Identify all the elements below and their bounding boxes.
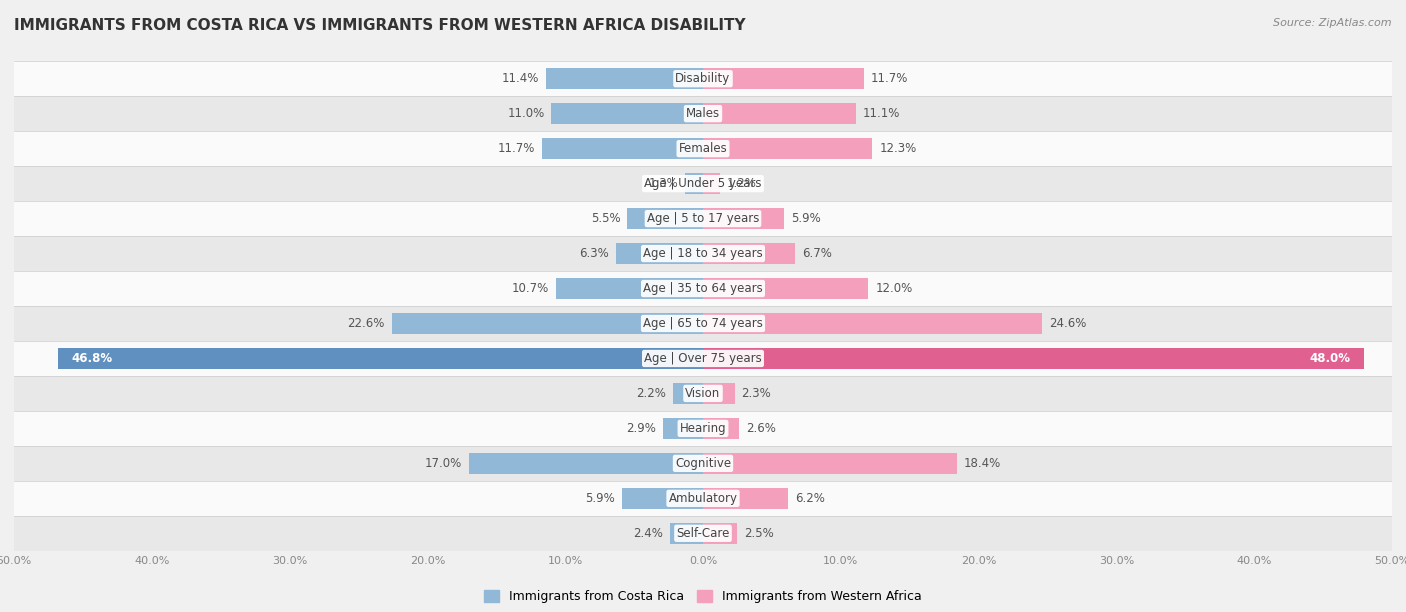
Bar — [703, 173, 720, 194]
Bar — [703, 243, 796, 264]
Text: Vision: Vision — [685, 387, 721, 400]
Bar — [14, 341, 1392, 376]
Text: 12.0%: 12.0% — [875, 282, 912, 295]
Text: 2.2%: 2.2% — [636, 387, 666, 400]
Bar — [14, 96, 1392, 131]
Bar — [551, 103, 703, 124]
Bar — [703, 418, 738, 439]
Text: Age | 18 to 34 years: Age | 18 to 34 years — [643, 247, 763, 260]
Text: 6.2%: 6.2% — [796, 492, 825, 505]
Bar — [621, 488, 703, 509]
Text: Hearing: Hearing — [679, 422, 727, 435]
Bar — [616, 243, 703, 264]
Text: 17.0%: 17.0% — [425, 457, 461, 470]
Bar — [541, 138, 703, 159]
Bar — [703, 453, 956, 474]
Text: 12.3%: 12.3% — [879, 142, 917, 155]
Bar — [14, 376, 1392, 411]
Text: 5.9%: 5.9% — [792, 212, 821, 225]
Bar — [14, 271, 1392, 306]
Text: Ambulatory: Ambulatory — [668, 492, 738, 505]
Text: 2.3%: 2.3% — [741, 387, 772, 400]
Bar — [14, 516, 1392, 551]
Bar — [703, 138, 873, 159]
Bar — [685, 173, 703, 194]
Bar — [664, 418, 703, 439]
Text: Males: Males — [686, 107, 720, 120]
Text: 2.5%: 2.5% — [744, 527, 775, 540]
Text: 1.2%: 1.2% — [727, 177, 756, 190]
Bar — [14, 481, 1392, 516]
Text: 48.0%: 48.0% — [1309, 352, 1351, 365]
Bar — [392, 313, 703, 334]
Bar — [703, 383, 735, 404]
Bar — [703, 103, 856, 124]
Bar — [555, 278, 703, 299]
Bar — [14, 446, 1392, 481]
Bar — [14, 166, 1392, 201]
Text: 6.3%: 6.3% — [579, 247, 609, 260]
Bar — [58, 348, 703, 369]
Text: Age | Under 5 years: Age | Under 5 years — [644, 177, 762, 190]
Text: Females: Females — [679, 142, 727, 155]
Text: 2.9%: 2.9% — [626, 422, 657, 435]
Bar — [14, 306, 1392, 341]
Bar — [14, 201, 1392, 236]
Text: 1.3%: 1.3% — [648, 177, 678, 190]
Text: Age | 5 to 17 years: Age | 5 to 17 years — [647, 212, 759, 225]
Text: 2.4%: 2.4% — [633, 527, 664, 540]
Text: IMMIGRANTS FROM COSTA RICA VS IMMIGRANTS FROM WESTERN AFRICA DISABILITY: IMMIGRANTS FROM COSTA RICA VS IMMIGRANTS… — [14, 18, 745, 34]
Bar — [703, 208, 785, 229]
Bar — [14, 411, 1392, 446]
Text: Self-Care: Self-Care — [676, 527, 730, 540]
Bar — [468, 453, 703, 474]
Bar — [14, 236, 1392, 271]
Text: 11.1%: 11.1% — [863, 107, 900, 120]
Bar — [14, 61, 1392, 96]
Text: 5.9%: 5.9% — [585, 492, 614, 505]
Text: 24.6%: 24.6% — [1049, 317, 1087, 330]
Legend: Immigrants from Costa Rica, Immigrants from Western Africa: Immigrants from Costa Rica, Immigrants f… — [479, 585, 927, 608]
Bar — [703, 348, 1364, 369]
Text: Age | 35 to 64 years: Age | 35 to 64 years — [643, 282, 763, 295]
Text: 2.6%: 2.6% — [745, 422, 776, 435]
Bar — [627, 208, 703, 229]
Text: 22.6%: 22.6% — [347, 317, 385, 330]
Bar — [672, 383, 703, 404]
Bar — [703, 488, 789, 509]
Text: 46.8%: 46.8% — [72, 352, 112, 365]
Text: 6.7%: 6.7% — [803, 247, 832, 260]
Bar — [703, 313, 1042, 334]
Text: Source: ZipAtlas.com: Source: ZipAtlas.com — [1274, 18, 1392, 28]
Bar — [546, 68, 703, 89]
Text: Age | 65 to 74 years: Age | 65 to 74 years — [643, 317, 763, 330]
Text: Age | Over 75 years: Age | Over 75 years — [644, 352, 762, 365]
Text: 11.0%: 11.0% — [508, 107, 544, 120]
Text: 18.4%: 18.4% — [963, 457, 1001, 470]
Text: Cognitive: Cognitive — [675, 457, 731, 470]
Text: 11.7%: 11.7% — [498, 142, 534, 155]
Bar — [703, 523, 738, 544]
Text: 11.7%: 11.7% — [872, 72, 908, 85]
Text: 5.5%: 5.5% — [591, 212, 620, 225]
Bar — [703, 68, 865, 89]
Text: Disability: Disability — [675, 72, 731, 85]
Text: 11.4%: 11.4% — [502, 72, 538, 85]
Bar — [703, 278, 869, 299]
Text: 10.7%: 10.7% — [512, 282, 548, 295]
Bar — [669, 523, 703, 544]
Bar — [14, 131, 1392, 166]
